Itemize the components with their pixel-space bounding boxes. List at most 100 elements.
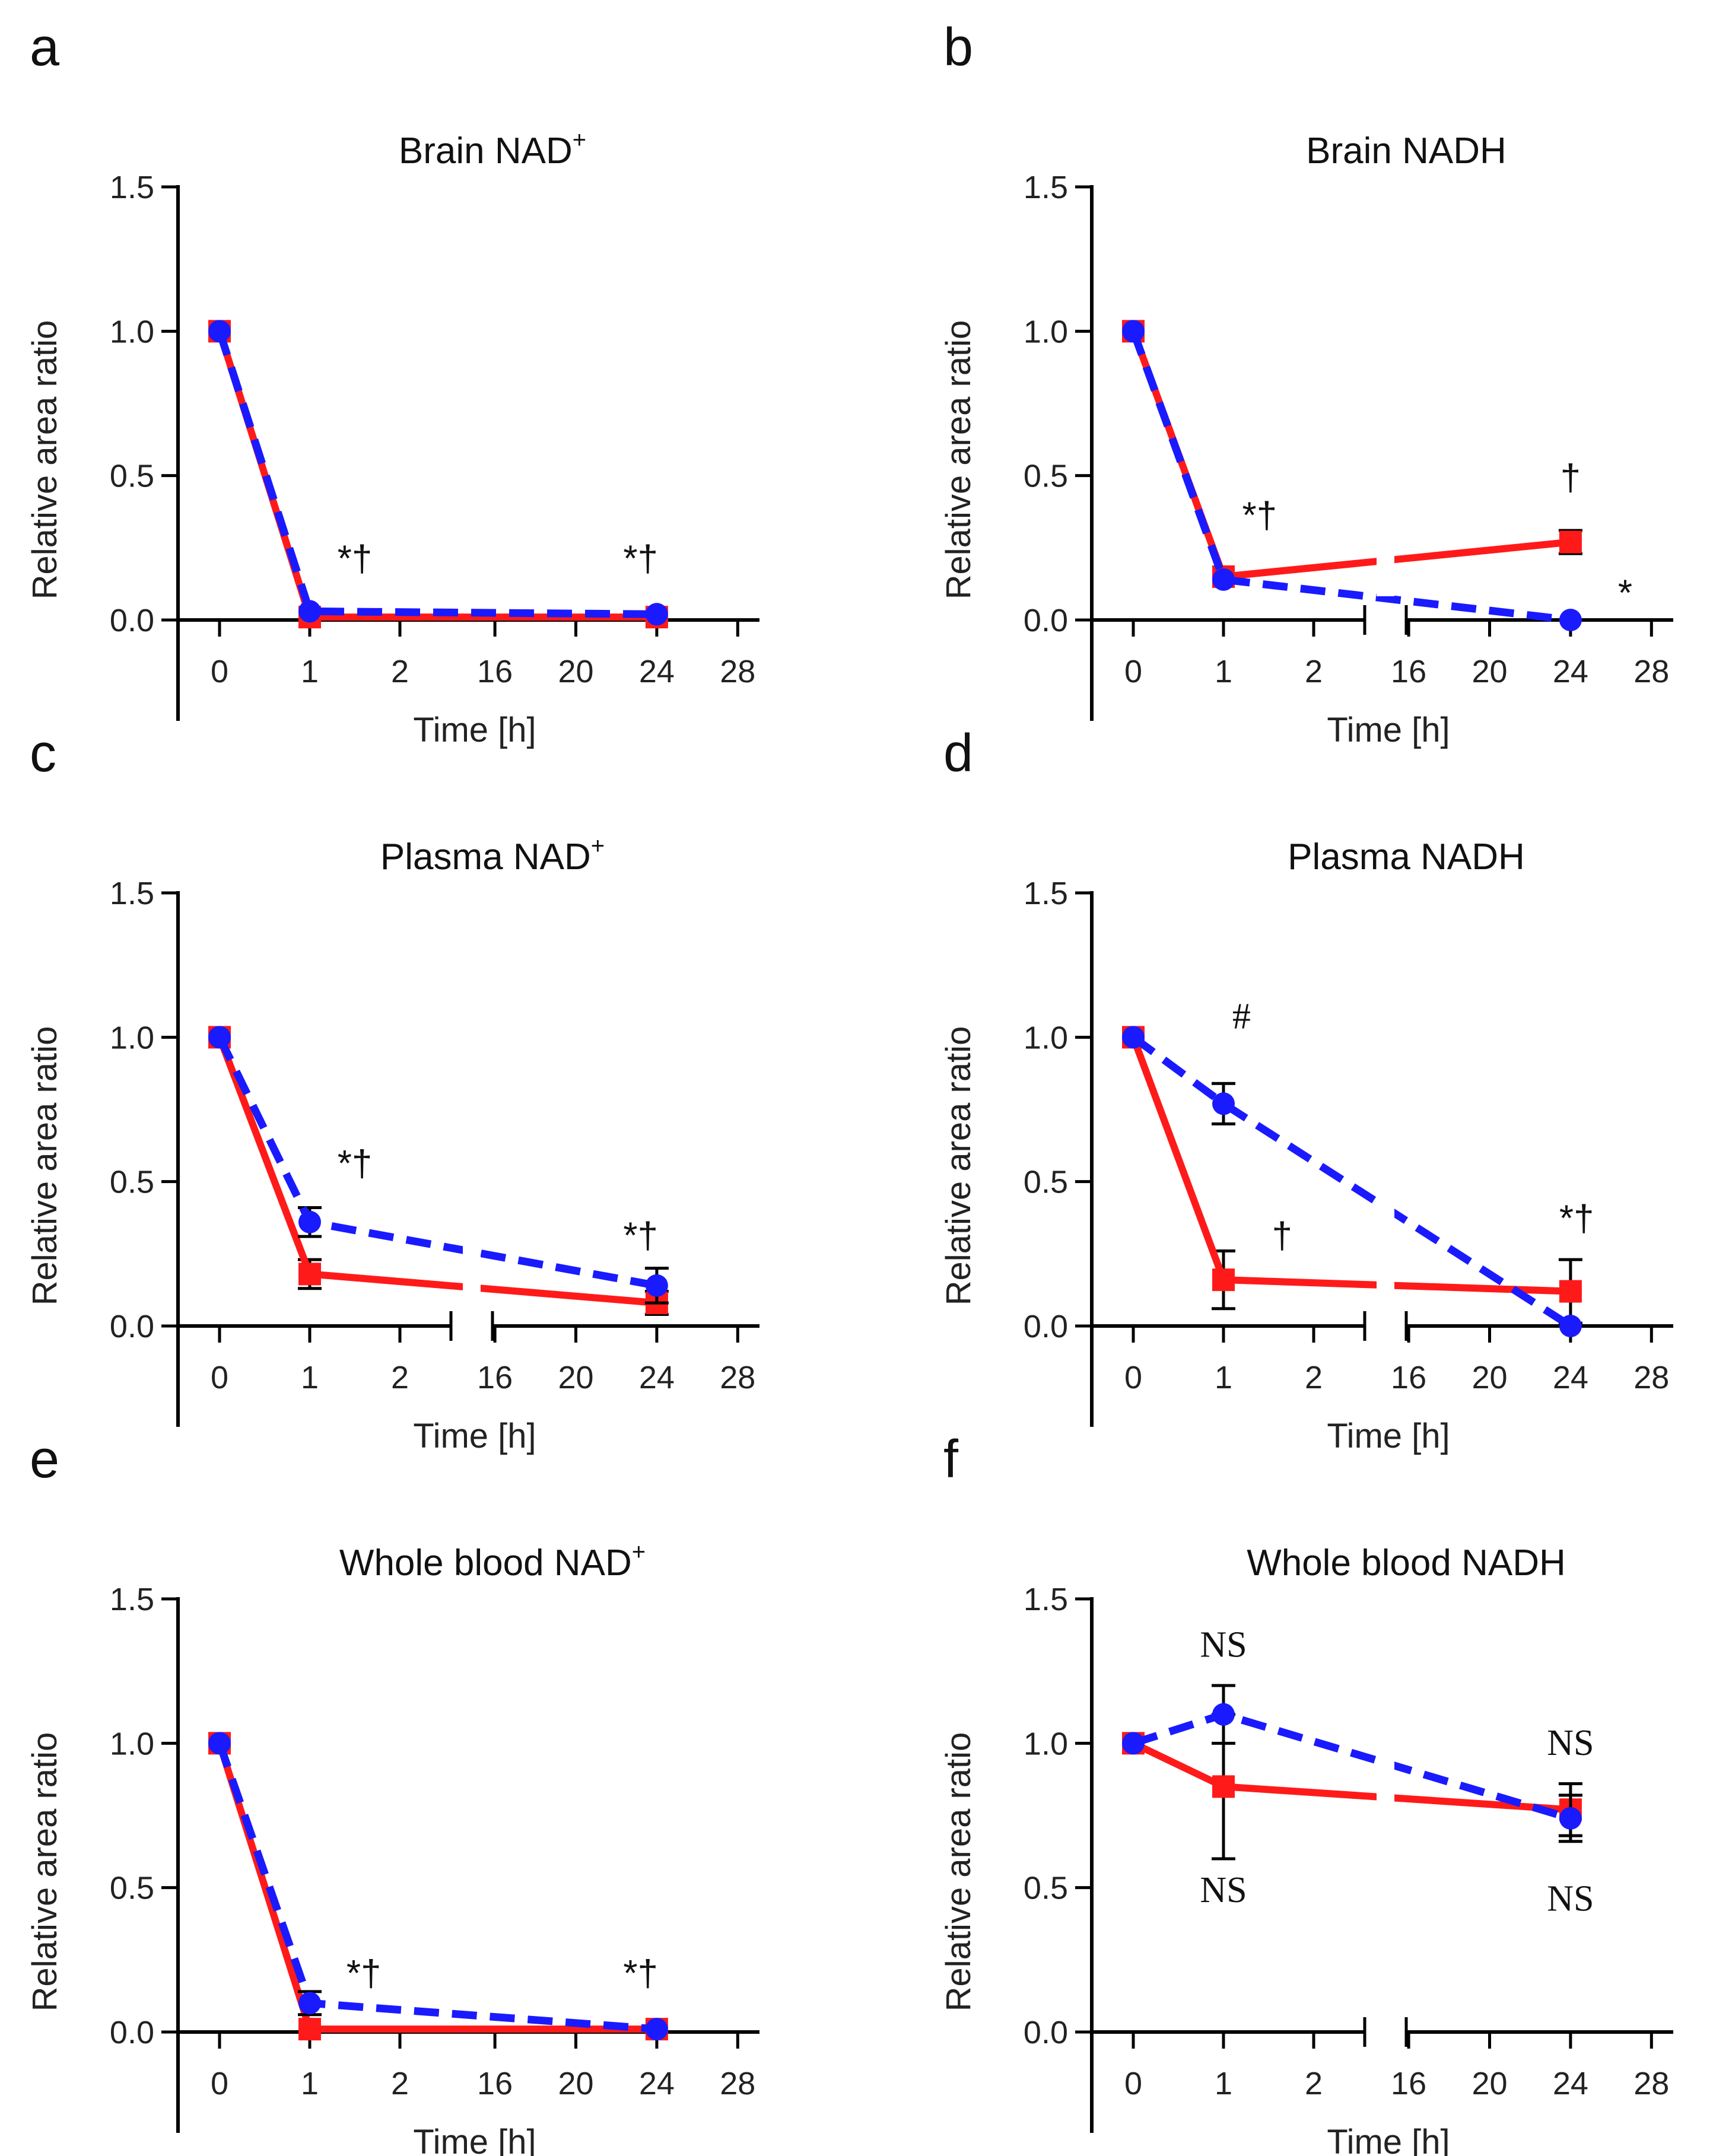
red-solid-line xyxy=(1130,1036,1571,1295)
blue-dashed-line xyxy=(215,1742,657,2033)
red-solid-line xyxy=(216,1036,657,1307)
y-tick-label: 0.5 xyxy=(1024,459,1068,494)
y-tick-label: 0.0 xyxy=(1024,2015,1068,2050)
blue-dashed-point xyxy=(1122,320,1145,343)
red-solid-point xyxy=(298,2018,321,2041)
chart-title-superscript: + xyxy=(591,833,605,859)
blue-dashed-point xyxy=(298,600,321,623)
annotation-label: *† xyxy=(338,1143,373,1184)
x-axis-label: Time [h] xyxy=(1327,2123,1450,2156)
chart-title: Whole blood NAD+ xyxy=(339,1539,646,1583)
blue-dashed-point xyxy=(1122,1732,1145,1755)
x-tick-label: 0 xyxy=(211,654,228,689)
annotation-label: *† xyxy=(623,538,658,579)
chart-title-superscript: + xyxy=(573,127,586,153)
chart-title: Plasma NAD+ xyxy=(380,833,605,877)
x-tick-label: 0 xyxy=(211,1360,228,1395)
x-axis-label: Time [h] xyxy=(1327,711,1450,749)
red-solid-point xyxy=(1212,1775,1235,1798)
y-tick-label: 0.5 xyxy=(1024,1165,1068,1200)
chart-title: Plasma NADH xyxy=(1288,837,1525,877)
y-tick-label: 1.0 xyxy=(1024,1020,1068,1055)
blue-dashed-point xyxy=(298,1210,321,1233)
x-tick-label: 16 xyxy=(477,2066,513,2101)
y-tick-label: 1.5 xyxy=(110,170,154,205)
y-tick-label: 1.0 xyxy=(1024,314,1068,349)
x-tick-label: 1 xyxy=(301,1360,319,1395)
annotation-label: *† xyxy=(1559,1198,1594,1239)
y-tick-label: 1.0 xyxy=(110,1020,154,1055)
panel-letter: d xyxy=(943,724,973,783)
y-tick-label: 0.0 xyxy=(110,1309,154,1344)
annotation-label: NS xyxy=(1547,1723,1594,1763)
x-tick-label: 1 xyxy=(301,2066,319,2101)
x-tick-label: 2 xyxy=(391,1360,409,1395)
x-axis-label: Time [h] xyxy=(413,711,536,749)
blue-dashed-point xyxy=(1122,1026,1145,1049)
annotation-label: NS xyxy=(1200,1870,1247,1910)
y-axis-label: Relative area ratio xyxy=(26,1732,64,2012)
y-tick-label: 1.5 xyxy=(110,1582,154,1617)
x-tick-label: 0 xyxy=(211,2066,228,2101)
chart-title-superscript: + xyxy=(632,1539,646,1565)
red-solid-line xyxy=(216,330,657,621)
blue-dashed-line xyxy=(215,330,657,618)
x-tick-label: 20 xyxy=(1472,2066,1507,2101)
blue-dashed-point xyxy=(645,1274,668,1297)
panel-f: f Whole blood NADH 0.0 0.5 1.0 1.5 Relative ar… xyxy=(939,1430,1673,2156)
x-tick-label: 28 xyxy=(1633,2066,1669,2101)
blue-dashed-point xyxy=(1212,568,1235,591)
x-tick-label: 20 xyxy=(558,1360,593,1395)
x-tick-label: 24 xyxy=(1553,1360,1588,1395)
y-axis-label: Relative area ratio xyxy=(26,320,64,600)
blue-dashed-point xyxy=(208,320,231,343)
x-tick-label: 0 xyxy=(1124,654,1142,689)
x-tick-label: 28 xyxy=(720,1360,755,1395)
panel-letter: b xyxy=(943,18,973,77)
red-solid-point xyxy=(298,1263,321,1286)
x-tick-label: 24 xyxy=(1553,654,1588,689)
blue-dashed-point xyxy=(1212,1703,1235,1726)
x-tick-label: 2 xyxy=(391,2066,409,2101)
y-axis-label: Relative area ratio xyxy=(939,1026,978,1306)
x-tick-label: 28 xyxy=(1633,1360,1669,1395)
y-tick-label: 1.0 xyxy=(110,1726,154,1761)
blue-dashed-point xyxy=(1559,609,1582,631)
x-tick-label: 16 xyxy=(1391,654,1426,689)
y-tick-label: 1.0 xyxy=(1024,1726,1068,1761)
blue-dashed-point xyxy=(208,1732,231,1755)
x-tick-label: 24 xyxy=(1553,2066,1588,2101)
y-tick-label: 1.5 xyxy=(110,876,154,911)
y-axis-label: Relative area ratio xyxy=(939,320,978,600)
x-tick-label: 1 xyxy=(1215,2066,1232,2101)
x-tick-label: 20 xyxy=(558,654,593,689)
red-solid-point xyxy=(1559,530,1582,554)
axis-break-gap xyxy=(1377,181,1394,596)
x-axis-label: Time [h] xyxy=(413,1417,536,1455)
y-axis-label: Relative area ratio xyxy=(26,1026,64,1306)
y-tick-label: 0.0 xyxy=(110,603,154,638)
x-tick-label: 28 xyxy=(1633,654,1669,689)
blue-dashed-point xyxy=(1212,1092,1235,1115)
annotation-label: *† xyxy=(623,1216,658,1257)
x-tick-label: 24 xyxy=(639,2066,675,2101)
blue-dashed-line xyxy=(1131,1034,1573,1330)
annotation-label: * xyxy=(1618,573,1632,614)
chart-title: Brain NADH xyxy=(1306,131,1507,171)
x-tick-label: 28 xyxy=(720,654,755,689)
annotation-label: NS xyxy=(1200,1624,1247,1665)
y-tick-label: 1.5 xyxy=(1024,1582,1068,1617)
x-tick-label: 20 xyxy=(1472,654,1507,689)
annotation-label: # xyxy=(1232,997,1251,1037)
annotation-label: † xyxy=(1561,457,1581,498)
x-tick-label: 20 xyxy=(558,2066,593,2101)
x-tick-label: 1 xyxy=(301,654,319,689)
y-tick-label: 1.5 xyxy=(1024,170,1068,205)
y-tick-label: 0.0 xyxy=(1024,1309,1068,1344)
x-tick-label: 2 xyxy=(391,654,409,689)
x-tick-label: 16 xyxy=(1391,2066,1426,2101)
y-tick-label: 0.0 xyxy=(1024,603,1068,638)
chart-title: Whole blood NADH xyxy=(1247,1543,1566,1583)
axis-break-gap xyxy=(1377,887,1394,1302)
panel-letter: e xyxy=(30,1430,59,1489)
